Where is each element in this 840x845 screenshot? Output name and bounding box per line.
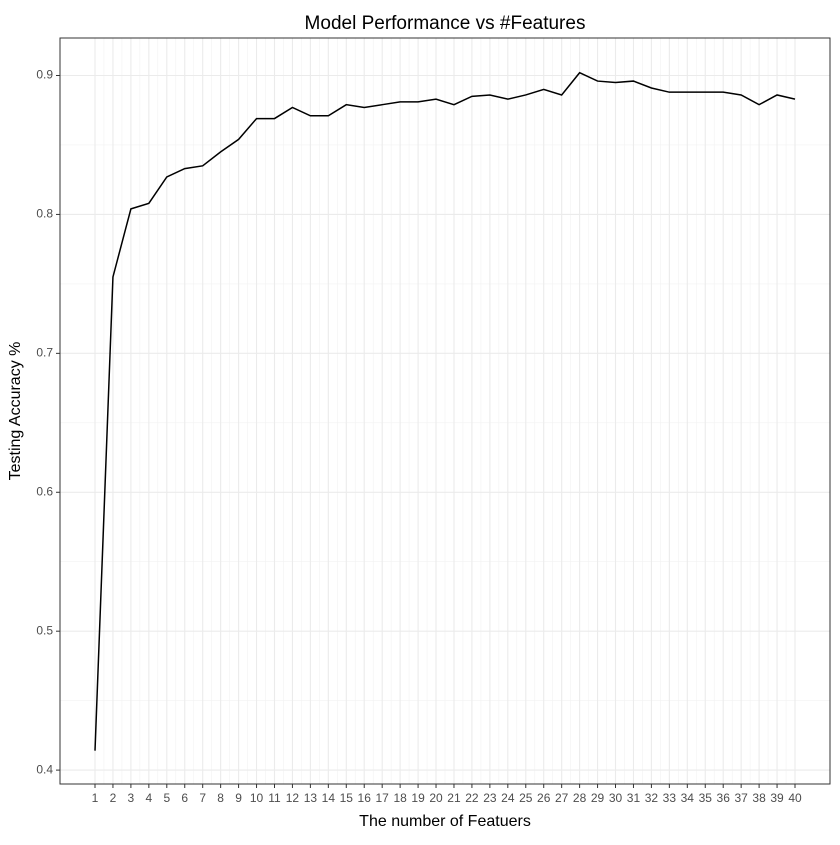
y-tick-label: 0.5 — [36, 623, 53, 637]
x-tick-label: 35 — [699, 791, 713, 805]
x-tick-label: 3 — [128, 791, 135, 805]
x-tick-label: 32 — [645, 791, 659, 805]
y-tick-label: 0.8 — [36, 207, 53, 221]
x-tick-label: 1 — [92, 791, 99, 805]
x-tick-label: 20 — [429, 791, 443, 805]
x-tick-label: 4 — [146, 791, 153, 805]
y-tick-label: 0.6 — [36, 484, 53, 498]
x-tick-label: 28 — [573, 791, 587, 805]
y-tick-label: 0.9 — [36, 68, 53, 82]
x-tick-label: 39 — [770, 791, 784, 805]
x-axis-title: The number of Featuers — [359, 813, 531, 830]
x-tick-label: 8 — [217, 791, 224, 805]
x-tick-label: 15 — [340, 791, 354, 805]
x-tick-label: 33 — [663, 791, 677, 805]
x-tick-label: 24 — [501, 791, 515, 805]
chart-title: Model Performance vs #Features — [305, 13, 586, 34]
x-tick-label: 37 — [734, 791, 748, 805]
x-tick-label: 36 — [717, 791, 731, 805]
x-tick-label: 12 — [286, 791, 300, 805]
x-tick-label: 29 — [591, 791, 605, 805]
x-tick-label: 18 — [393, 791, 407, 805]
x-tick-label: 11 — [268, 791, 281, 805]
x-tick-label: 34 — [681, 791, 695, 805]
x-tick-label: 14 — [322, 791, 336, 805]
x-tick-label: 17 — [375, 791, 389, 805]
y-tick-label: 0.4 — [36, 762, 53, 776]
x-tick-label: 23 — [483, 791, 497, 805]
x-tick-label: 25 — [519, 791, 533, 805]
x-tick-label: 7 — [199, 791, 206, 805]
y-tick-label: 0.7 — [36, 346, 53, 360]
x-tick-label: 30 — [609, 791, 623, 805]
x-tick-label: 27 — [555, 791, 569, 805]
y-axis-title: Testing Accuracy % — [7, 342, 24, 481]
x-tick-label: 22 — [465, 791, 479, 805]
x-tick-label: 9 — [235, 791, 242, 805]
x-tick-label: 40 — [788, 791, 802, 805]
x-tick-label: 19 — [411, 791, 425, 805]
x-tick-label: 6 — [181, 791, 188, 805]
x-tick-label: 38 — [752, 791, 766, 805]
x-tick-label: 31 — [627, 791, 641, 805]
line — [94, 71, 796, 751]
x-tick-label: 16 — [358, 791, 372, 805]
x-tick-label: 13 — [304, 791, 318, 805]
x-tick-label: 5 — [163, 791, 170, 805]
x-tick-label: 21 — [447, 791, 461, 805]
x-tick-label: 10 — [250, 791, 264, 805]
x-tick-label: 26 — [537, 791, 551, 805]
panel-border — [59, 37, 831, 785]
x-tick-label: 2 — [110, 791, 117, 805]
